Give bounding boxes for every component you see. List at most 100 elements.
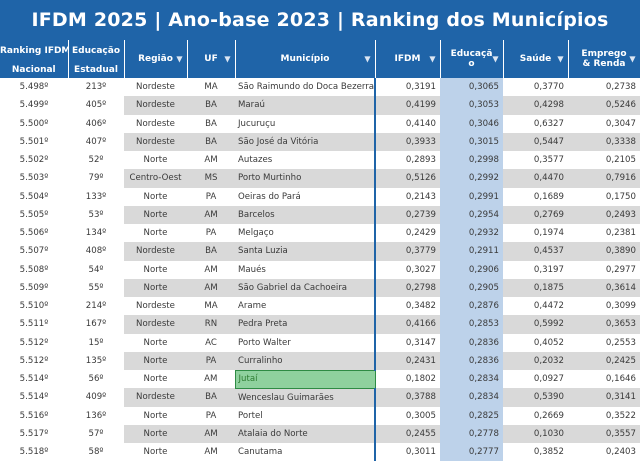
cell-educacao[interactable]: 0,2932: [440, 224, 503, 243]
cell-rank-nacional[interactable]: 5.517º: [0, 424, 68, 443]
cell-ifdm[interactable]: 0,4140: [405, 118, 436, 129]
cell-ifdm[interactable]: 0,2798: [375, 278, 440, 297]
cell-rank-nacional[interactable]: 5.514º: [19, 374, 49, 385]
cell-municipio[interactable]: Jucuruçu: [235, 114, 376, 133]
cell-municipio[interactable]: Maués: [235, 260, 376, 279]
cell-saude[interactable]: 0,1875: [503, 278, 568, 297]
cell-rank-estadual[interactable]: 52º: [88, 155, 104, 166]
cell-rank-estadual[interactable]: 405º: [68, 96, 124, 115]
cell-municipio[interactable]: Curralinho: [235, 351, 376, 370]
cell-uf[interactable]: MA: [204, 82, 218, 93]
filter-dropdown-icon[interactable]: ▼: [429, 54, 436, 64]
cell-educacao[interactable]: 0,2954: [440, 205, 503, 224]
cell-rank-estadual[interactable]: 133º: [85, 191, 107, 202]
cell-uf[interactable]: BA: [187, 96, 235, 115]
cell-uf[interactable]: AM: [204, 374, 218, 385]
cell-rank-nacional[interactable]: 5.499º: [0, 96, 68, 115]
cell-uf[interactable]: MA: [204, 301, 218, 312]
cell-rank-nacional[interactable]: 5.518º: [19, 447, 49, 458]
cell-emprego-renda[interactable]: 0,5246: [568, 96, 640, 115]
cell-uf[interactable]: BA: [187, 132, 235, 151]
cell-saude[interactable]: 0,4470: [503, 169, 568, 188]
header-saude[interactable]: Saúde ▼: [503, 40, 569, 78]
cell-educacao[interactable]: 0,2991: [440, 187, 503, 206]
cell-regiao[interactable]: Norte: [124, 424, 187, 443]
cell-regiao[interactable]: Norte: [143, 337, 168, 348]
cell-regiao[interactable]: Nordeste: [124, 242, 187, 261]
cell-rank-estadual[interactable]: 135º: [68, 351, 124, 370]
cell-emprego-renda[interactable]: 0,3522: [605, 410, 636, 421]
cell-rank-estadual[interactable]: 54º: [88, 264, 104, 275]
cell-rank-nacional[interactable]: 5.510º: [19, 301, 49, 312]
cell-municipio[interactable]: Porto Murtinho: [235, 169, 376, 188]
cell-saude[interactable]: 0,5390: [503, 388, 568, 407]
header-emprego-renda[interactable]: Emprego & Renda ▼: [568, 40, 640, 78]
cell-emprego-renda[interactable]: 0,3047: [605, 118, 636, 129]
cell-emprego-renda[interactable]: 0,2403: [605, 447, 636, 458]
cell-emprego-renda[interactable]: 0,3614: [568, 278, 640, 297]
cell-uf[interactable]: PA: [205, 228, 217, 239]
cell-emprego-renda[interactable]: 0,3557: [568, 424, 640, 443]
cell-municipio[interactable]: Maraú: [235, 96, 376, 115]
cell-ifdm[interactable]: 0,5126: [375, 169, 440, 188]
cell-rank-estadual[interactable]: 167º: [68, 315, 124, 334]
cell-municipio[interactable]: Canutama: [235, 443, 376, 461]
cell-rank-nacional[interactable]: 5.507º: [0, 242, 68, 261]
cell-ifdm[interactable]: 0,2429: [405, 228, 436, 239]
cell-rank-estadual[interactable]: 408º: [68, 242, 124, 261]
cell-educacao[interactable]: 0,2911: [440, 242, 503, 261]
cell-regiao[interactable]: Norte: [143, 191, 168, 202]
cell-rank-estadual[interactable]: 79º: [68, 169, 124, 188]
cell-municipio[interactable]: Autazes: [235, 151, 376, 170]
cell-rank-estadual[interactable]: 406º: [85, 118, 107, 129]
cell-rank-estadual[interactable]: 58º: [88, 447, 104, 458]
cell-emprego-renda[interactable]: 0,7916: [568, 169, 640, 188]
cell-uf[interactable]: PA: [187, 351, 235, 370]
cell-saude[interactable]: 0,4298: [503, 96, 568, 115]
cell-ifdm[interactable]: 0,2431: [375, 351, 440, 370]
cell-municipio[interactable]: Oeiras do Pará: [235, 187, 376, 206]
cell-educacao[interactable]: 0,2992: [440, 169, 503, 188]
cell-municipio[interactable]: Porto Walter: [235, 333, 376, 352]
cell-emprego-renda[interactable]: 0,2553: [605, 337, 636, 348]
cell-rank-nacional[interactable]: 5.506º: [19, 228, 49, 239]
cell-regiao[interactable]: Nordeste: [136, 82, 175, 93]
cell-emprego-renda[interactable]: 0,1646: [605, 374, 636, 385]
cell-saude[interactable]: 0,4537: [503, 242, 568, 261]
cell-uf[interactable]: BA: [187, 242, 235, 261]
cell-municipio[interactable]: Barcelos: [235, 205, 376, 224]
cell-municipio-selected[interactable]: Jutaí: [234, 369, 376, 389]
cell-regiao[interactable]: Norte: [143, 447, 168, 458]
cell-emprego-renda[interactable]: 0,2977: [605, 264, 636, 275]
cell-ifdm[interactable]: 0,2893: [405, 155, 436, 166]
cell-emprego-renda[interactable]: 0,1750: [605, 191, 636, 202]
cell-saude[interactable]: 0,1689: [533, 191, 564, 202]
cell-regiao[interactable]: Norte: [143, 228, 168, 239]
cell-emprego-renda[interactable]: 0,2738: [605, 82, 636, 93]
cell-rank-nacional[interactable]: 5.498º: [19, 82, 49, 93]
cell-ifdm[interactable]: 0,2739: [375, 205, 440, 224]
cell-educacao[interactable]: 0,2906: [440, 260, 503, 279]
cell-rank-nacional[interactable]: 5.511º: [0, 315, 68, 334]
cell-educacao[interactable]: 0,3053: [440, 96, 503, 115]
cell-emprego-renda[interactable]: 0,2493: [568, 205, 640, 224]
cell-uf[interactable]: PA: [205, 191, 217, 202]
cell-saude[interactable]: 0,1030: [503, 424, 568, 443]
cell-rank-nacional[interactable]: 5.505º: [0, 205, 68, 224]
cell-uf[interactable]: AM: [187, 205, 235, 224]
cell-ifdm[interactable]: 0,2143: [405, 191, 436, 202]
filter-dropdown-icon[interactable]: ▼: [176, 54, 183, 64]
cell-ifdm[interactable]: 0,3191: [405, 82, 436, 93]
cell-regiao[interactable]: Norte: [124, 278, 187, 297]
filter-dropdown-icon[interactable]: ▼: [557, 54, 564, 64]
cell-emprego-renda[interactable]: 0,3099: [605, 301, 636, 312]
cell-uf[interactable]: PA: [205, 410, 217, 421]
cell-municipio[interactable]: Portel: [235, 406, 376, 425]
cell-emprego-renda[interactable]: 0,3338: [568, 132, 640, 151]
cell-saude[interactable]: 0,2669: [533, 410, 564, 421]
cell-ifdm[interactable]: 0,3027: [405, 264, 436, 275]
header-municipio[interactable]: Município ▼: [235, 40, 376, 78]
cell-regiao[interactable]: Norte: [143, 410, 168, 421]
cell-saude[interactable]: 0,4052: [533, 337, 564, 348]
cell-uf[interactable]: RN: [187, 315, 235, 334]
